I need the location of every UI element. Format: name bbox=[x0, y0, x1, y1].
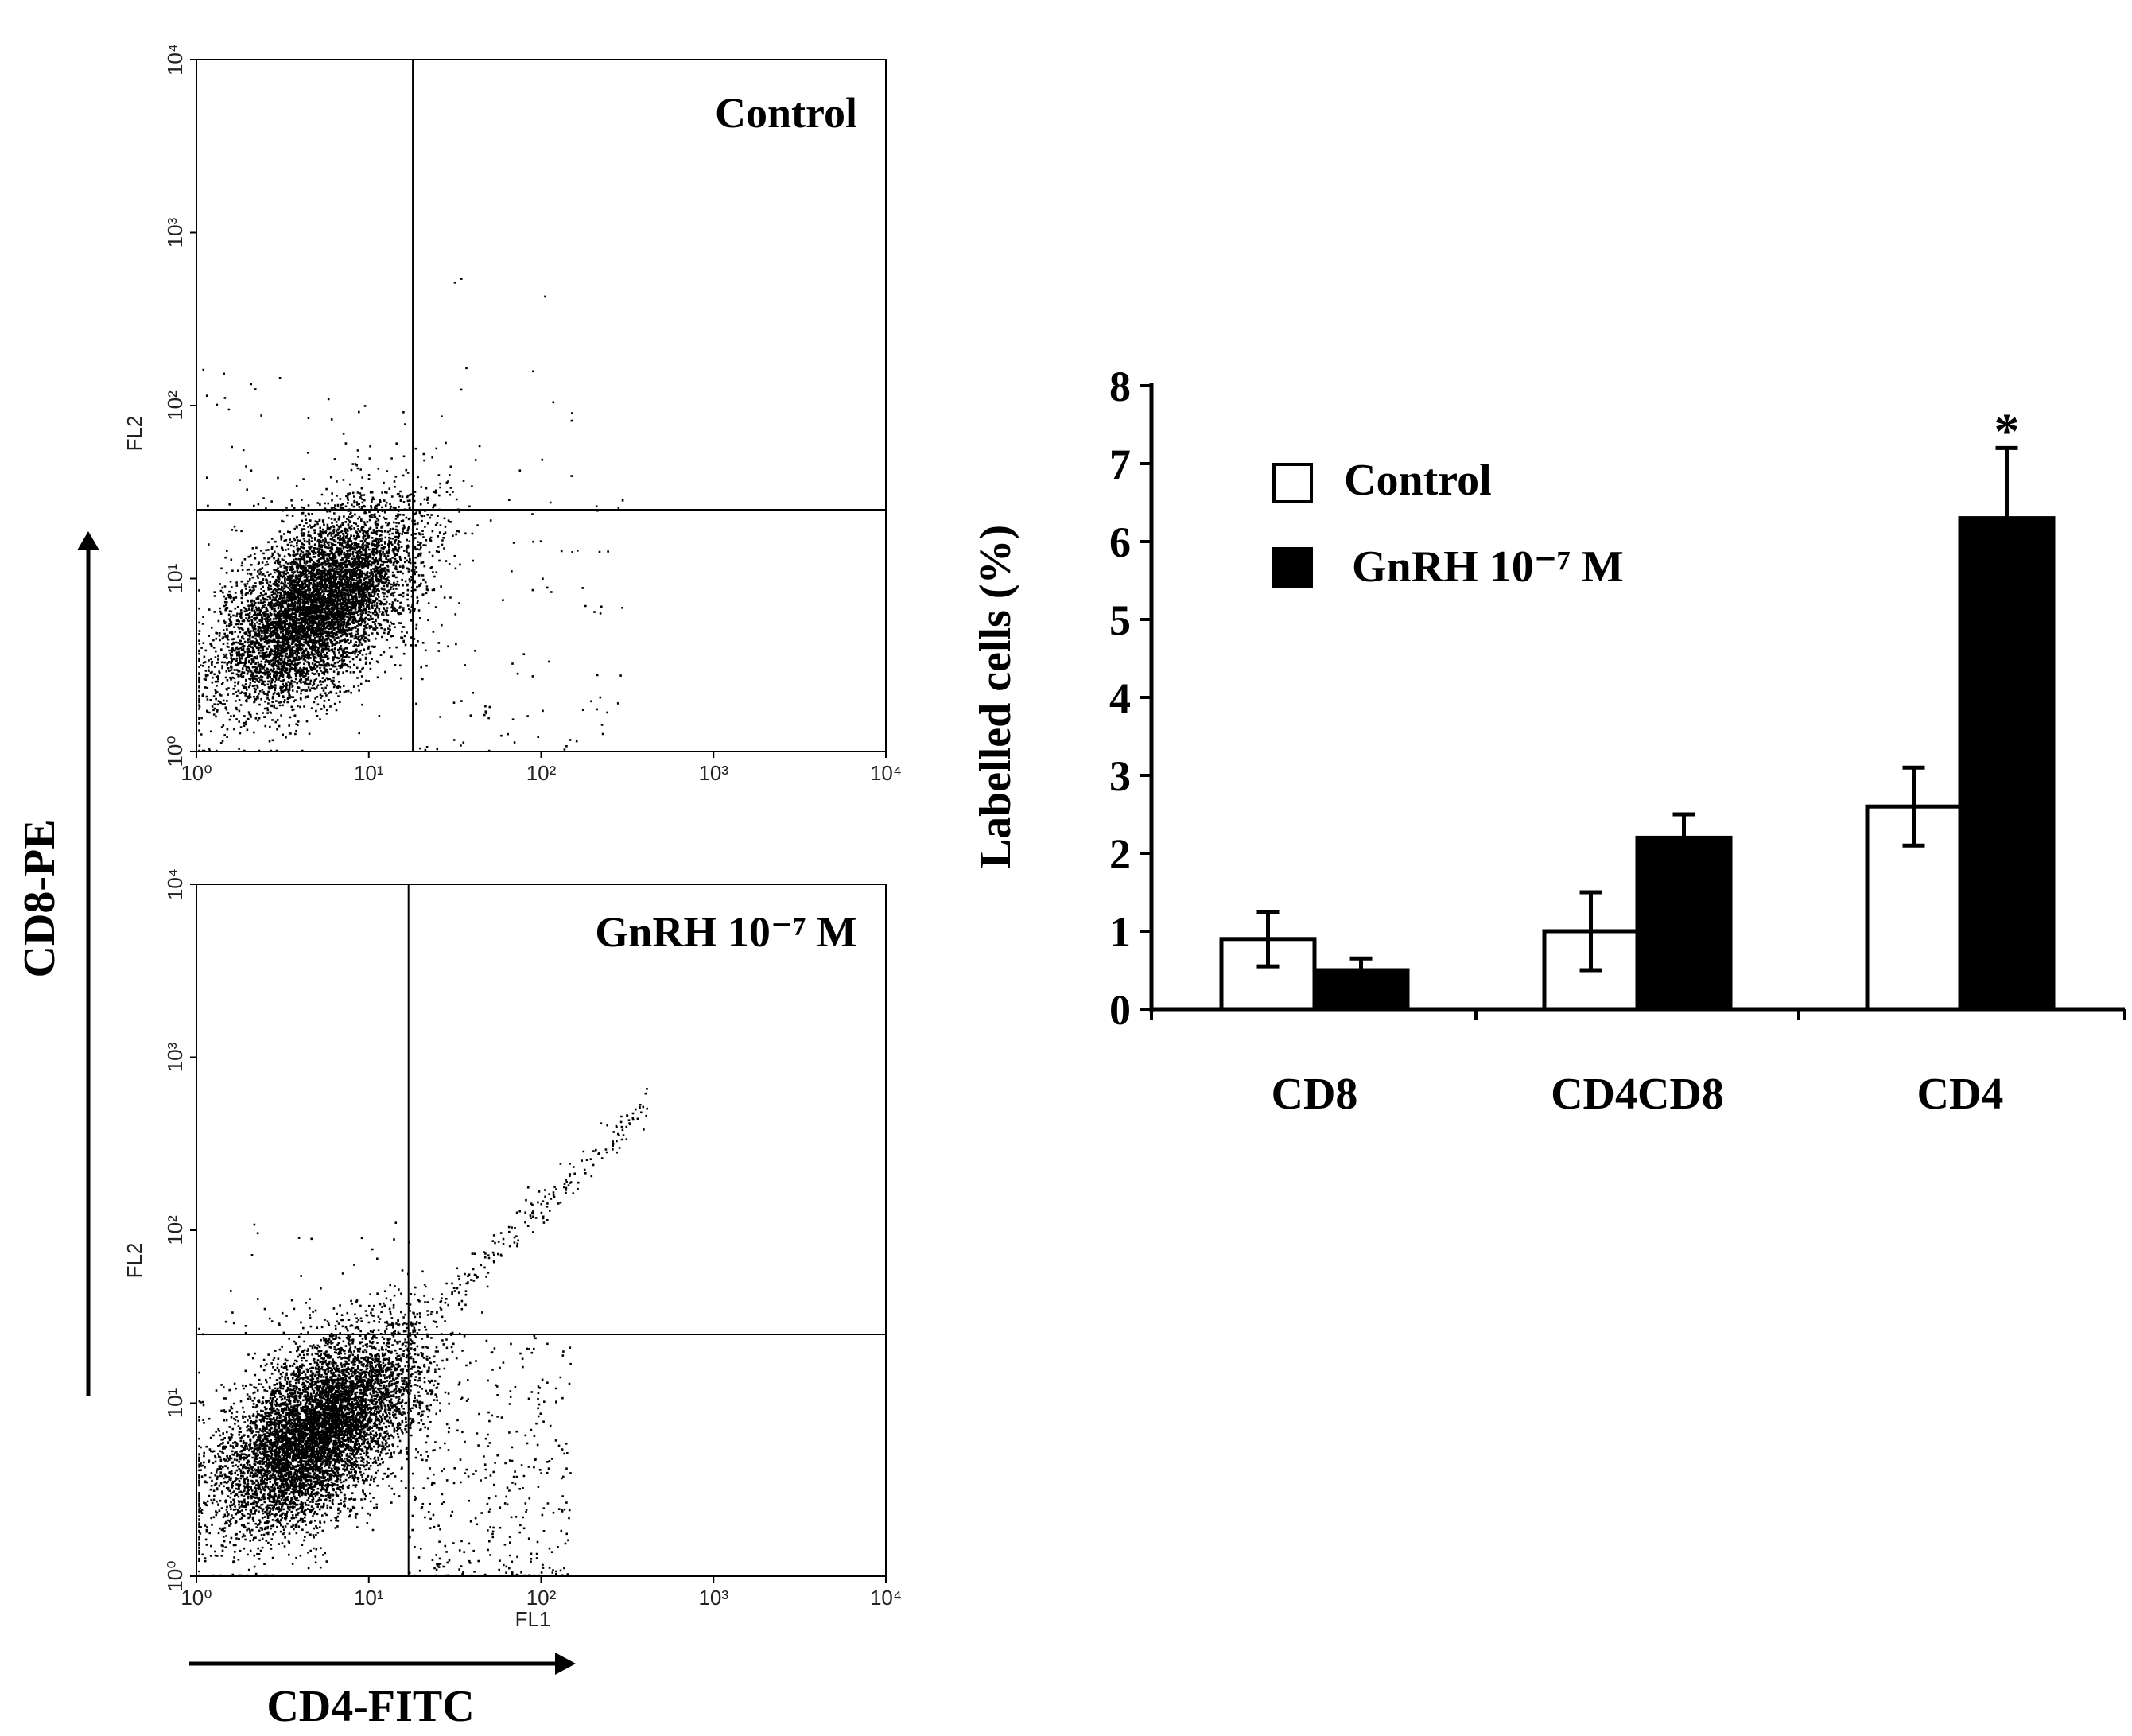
x-tick-label: 10² bbox=[526, 1586, 557, 1610]
y-tick-label: 10¹ bbox=[163, 1388, 187, 1418]
y-tick-label: 10⁰ bbox=[163, 1560, 187, 1591]
y-tick-label: 6 bbox=[1109, 518, 1131, 566]
category-label: CD4 bbox=[1917, 1070, 2004, 1119]
category-label: CD4CD8 bbox=[1551, 1070, 1724, 1119]
y-tick-label: 10⁰ bbox=[163, 736, 187, 767]
flow-panel-control: Control FL2 10⁰ 10¹ 10² 10³ 10⁴ 10⁰ 10¹ 10² 10³… bbox=[122, 44, 902, 785]
x-axis-label: CD4-FITC bbox=[266, 1682, 474, 1731]
y-tick-label: 10³ bbox=[163, 217, 187, 247]
bar-chart: 0 1 2 3 4 5 6 7 8 CD8 CD4CD8 CD4 Labelled cells (%… bbox=[971, 363, 2126, 1119]
x-tick-label: 10⁰ bbox=[181, 1586, 212, 1610]
y-axis-title: FL2 bbox=[122, 416, 146, 452]
legend-swatch-control bbox=[1272, 463, 1313, 503]
x-tick-label: 10⁴ bbox=[870, 1586, 902, 1610]
flow-panel-gnrh: GnRH 10⁻⁷ M FL2 FL1 10⁰ 10¹ 10² 10³ 10⁴ 10⁰1… bbox=[122, 868, 902, 1631]
x-axis-arrowhead bbox=[555, 1653, 576, 1675]
y-tick-label: 7 bbox=[1109, 441, 1131, 488]
y-tick-label: 5 bbox=[1109, 596, 1131, 644]
scatter-points-gnrh bbox=[198, 1088, 648, 1577]
y-axis-label: CD8-PE bbox=[15, 819, 64, 977]
x-tick-label: 10¹ bbox=[354, 761, 384, 785]
x-axis-title: FL1 bbox=[515, 1607, 551, 1631]
significance-asterisk: * bbox=[1994, 402, 2020, 459]
scatter-point-cloud bbox=[198, 278, 624, 752]
y-tick-label: 3 bbox=[1109, 752, 1131, 800]
x-tick-label: 10¹ bbox=[354, 1586, 384, 1610]
y-tick-label: 10² bbox=[163, 1215, 187, 1245]
category-label: CD8 bbox=[1272, 1070, 1358, 1119]
y-axis-arrowhead bbox=[77, 531, 99, 550]
x-tick-labels: 10⁰ 10¹ 10² 10³ 10⁴ bbox=[181, 751, 902, 785]
y-tick-label: 4 bbox=[1109, 674, 1131, 722]
y-tick-label: 10² bbox=[163, 390, 187, 421]
shared-y-axis: CD8-PE bbox=[15, 531, 99, 1396]
y-tick-label: 10³ bbox=[163, 1042, 187, 1072]
y-ticks: 0 1 2 3 4 5 6 7 8 bbox=[1109, 363, 1151, 1034]
y-tick-label: 10¹ bbox=[163, 563, 187, 593]
error-bars bbox=[1256, 445, 2018, 985]
x-tick-label: 10² bbox=[526, 761, 557, 785]
shared-x-axis: CD4-FITC bbox=[189, 1653, 576, 1731]
panel-title: Control bbox=[715, 89, 857, 137]
legend-label-gnrh: GnRH 10⁻⁷ M bbox=[1352, 542, 1624, 592]
legend: Control GnRH 10⁻⁷ M bbox=[1272, 456, 1624, 592]
legend-swatch-gnrh bbox=[1272, 547, 1313, 588]
x-tick-label: 10³ bbox=[698, 1586, 728, 1610]
y-axis-title: Labelled cells (%) bbox=[971, 525, 1020, 868]
panel-title: GnRH 10⁻⁷ M bbox=[595, 908, 857, 956]
x-tick-label: 10⁴ bbox=[870, 761, 902, 785]
scatter-point-cloud bbox=[198, 1088, 648, 1577]
x-tick-label: 10³ bbox=[698, 761, 728, 785]
y-tick-label: 2 bbox=[1109, 830, 1131, 878]
x-ticks: CD8 CD4CD8 CD4 bbox=[1150, 1009, 2126, 1119]
bars bbox=[1219, 516, 2056, 1012]
y-tick-label: 1 bbox=[1109, 908, 1131, 956]
x-tick-labels: 10⁰ 10¹ 10² 10³ 10⁴ bbox=[181, 1576, 902, 1610]
y-tick-label: 0 bbox=[1109, 986, 1131, 1034]
annotations: * bbox=[1994, 402, 2020, 459]
y-axis-title: FL2 bbox=[122, 1243, 146, 1279]
bar-cd4-gnrh bbox=[1958, 516, 2056, 1012]
y-tick-label: 10⁴ bbox=[163, 868, 187, 900]
scatter-points-control bbox=[198, 278, 624, 752]
legend-label-control: Control bbox=[1344, 456, 1492, 505]
y-tick-label: 8 bbox=[1109, 363, 1131, 410]
x-tick-label: 10⁰ bbox=[181, 761, 212, 785]
y-tick-label: 10⁴ bbox=[163, 44, 187, 76]
y-tick-labels: 10⁰ 10¹ 10² 10³ 10⁴ bbox=[163, 868, 196, 1592]
y-tick-labels: 10⁰ 10¹ 10² 10³ 10⁴ bbox=[163, 44, 196, 767]
bar-cd4cd8-gnrh bbox=[1635, 835, 1733, 1012]
